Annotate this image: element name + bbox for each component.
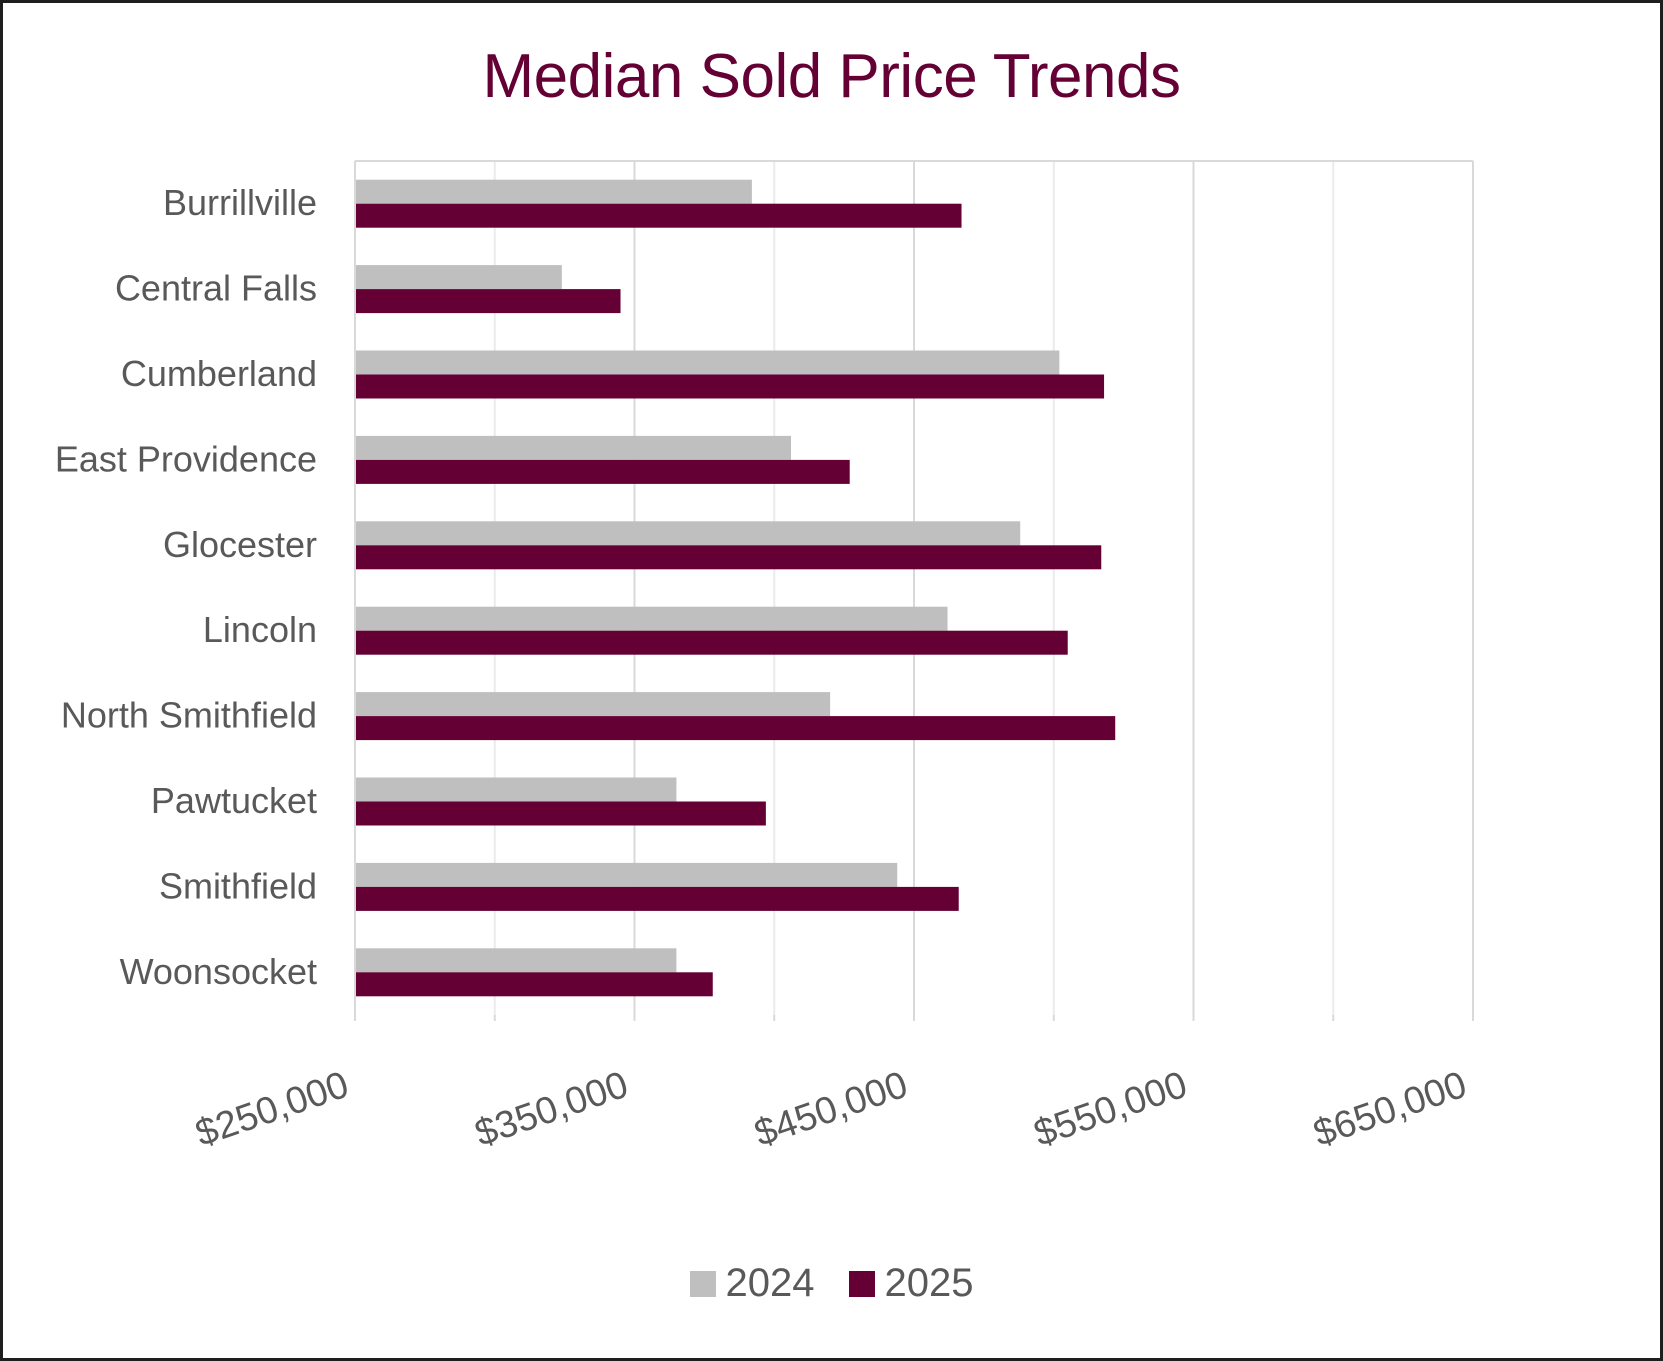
chart-title: Median Sold Price Trends [482,42,1181,111]
y-tick-label: Pawtucket [151,780,317,821]
legend-swatch-2024 [689,1270,716,1297]
y-tick-label: East Providence [55,438,317,479]
bar-2024-pawtucket [355,777,677,802]
bar-2025-burrillville [355,203,962,228]
bar-2025-pawtucket [355,801,766,826]
y-tick-label: Cumberland [121,353,317,394]
y-tick-label: Lincoln [203,609,317,650]
bar-2024-burrillville [355,179,752,204]
bar-2024-east-providence [355,435,792,460]
bar-2025-east-providence [355,459,850,484]
x-tick-label: $250,000 [190,1064,354,1155]
bar-2025-woonsocket [355,972,713,997]
bar-2024-central-falls [355,265,562,290]
bar-2025-north-smithfield [355,716,1116,741]
y-tick-label: Woonsocket [120,951,317,992]
legend: 2024 2025 [3,1261,1660,1306]
chart-plot: Burrillville Central Falls Cumberland East … [55,160,1474,1155]
legend-label-2025: 2025 [884,1261,974,1305]
bar-2025-central-falls [355,289,621,314]
bar-2024-lincoln [355,606,948,631]
y-tick-label: Central Falls [115,268,317,309]
legend-label-2024: 2024 [725,1261,815,1305]
bar-2025-cumberland [355,374,1105,399]
y-tick-label: Glocester [163,524,317,565]
legend-item-2025: 2025 [848,1261,974,1306]
bar-2024-glocester [355,521,1021,546]
legend-item-2024: 2024 [689,1261,815,1306]
bar-2024-woonsocket [355,948,677,973]
y-tick-label: Smithfield [159,865,317,906]
x-tick-label: $550,000 [1029,1064,1193,1155]
x-tick-label: $450,000 [749,1064,913,1155]
bar-2024-north-smithfield [355,692,831,717]
x-tick-label: $650,000 [1308,1064,1472,1155]
x-tick-label: $350,000 [470,1064,634,1155]
bar-2025-glocester [355,545,1102,570]
y-tick-label: Burrillville [163,182,317,223]
bar-2024-smithfield [355,862,898,887]
y-tick-label: North Smithfield [61,695,317,736]
legend-swatch-2025 [848,1270,875,1297]
bar-2025-smithfield [355,886,959,911]
bar-2025-lincoln [355,630,1068,655]
bar-2024-cumberland [355,350,1060,375]
